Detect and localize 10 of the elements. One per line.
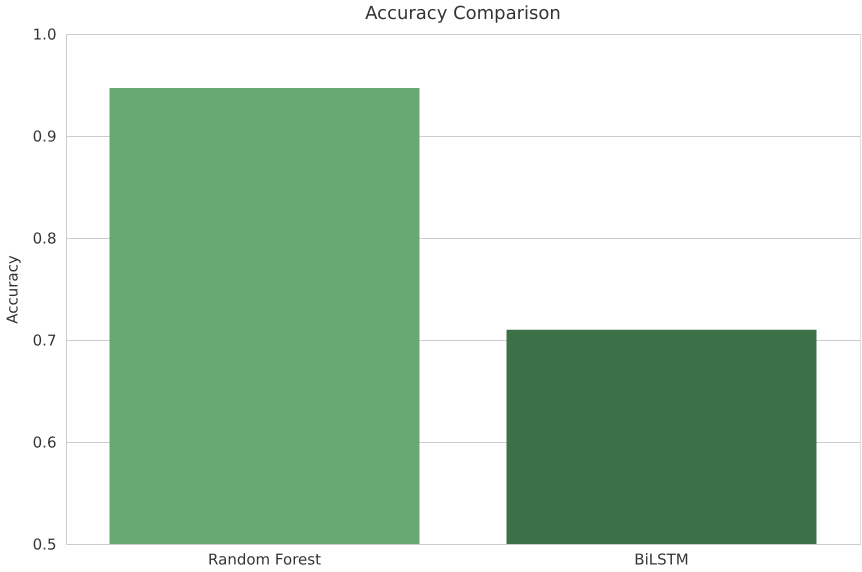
x-tick-label: Random Forest: [208, 550, 322, 568]
y-tick-label: 0.9: [32, 128, 56, 146]
y-tick-label: 0.5: [32, 536, 56, 554]
y-tick-label: 1.0: [32, 26, 56, 44]
y-tick-label: 0.8: [32, 230, 56, 248]
chart-title: Accuracy Comparison: [365, 3, 561, 24]
y-axis-title: Accuracy: [4, 255, 22, 324]
y-tick-label: 0.6: [32, 434, 56, 452]
y-tick-label: 0.7: [32, 332, 56, 350]
x-tick-label: BiLSTM: [634, 550, 689, 568]
